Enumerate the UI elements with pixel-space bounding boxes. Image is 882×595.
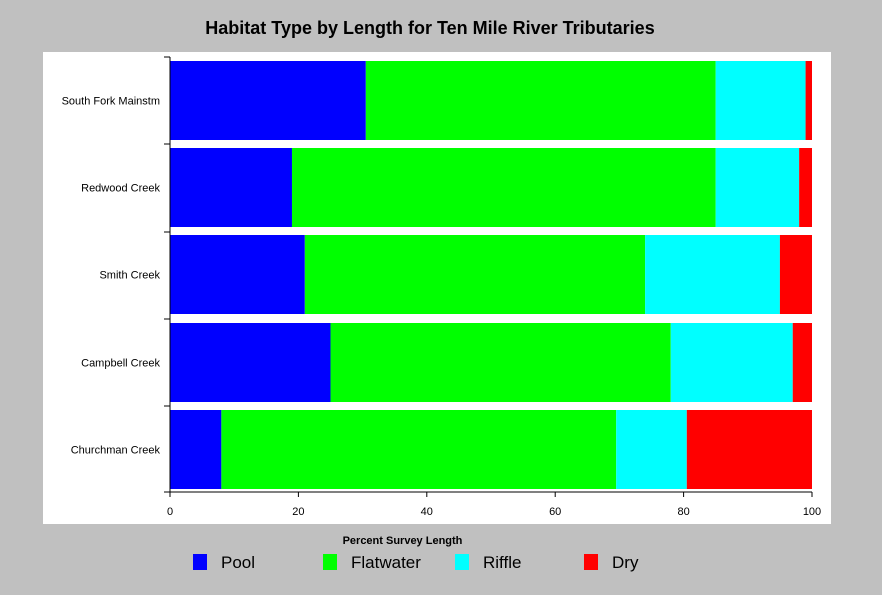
bar-churchman-creek-riffle — [616, 410, 687, 489]
bar-campbell-creek-riffle — [670, 323, 793, 402]
bar-south-fork-mainstm-pool — [170, 61, 366, 140]
bar-campbell-creek-flatwater — [330, 323, 671, 402]
bar-churchman-creek-dry — [686, 410, 812, 489]
legend-swatch — [323, 554, 337, 570]
category-label: Churchman Creek — [71, 445, 161, 457]
bar-smith-creek-flatwater — [304, 235, 646, 314]
bar-south-fork-mainstm-riffle — [715, 61, 806, 140]
bar-churchman-creek-pool — [170, 410, 222, 489]
bar-redwood-creek-dry — [799, 148, 812, 227]
x-axis-title: Percent Survey Length — [342, 535, 463, 547]
bar-south-fork-mainstm-dry — [805, 61, 812, 140]
x-tick-label: 20 — [292, 506, 304, 518]
x-tick-label: 80 — [677, 506, 689, 518]
category-label: Campbell Creek — [81, 358, 160, 370]
bar-south-fork-mainstm-flatwater — [365, 61, 716, 140]
legend-swatch — [455, 554, 469, 570]
bar-smith-creek-pool — [170, 235, 305, 314]
legend-label: Dry — [612, 553, 639, 572]
legend-label: Riffle — [483, 553, 522, 572]
x-tick-label: 100 — [803, 506, 821, 518]
x-tick-label: 40 — [421, 506, 433, 518]
category-label: Redwood Creek — [81, 183, 160, 195]
bar-redwood-creek-flatwater — [291, 148, 716, 227]
legend-label: Pool — [221, 553, 256, 572]
x-tick-label: 0 — [167, 506, 173, 518]
legend-swatch — [584, 554, 598, 570]
category-label: South Fork Mainstm — [62, 96, 160, 108]
bar-smith-creek-riffle — [645, 235, 780, 314]
category-label: Smith Creek — [99, 270, 160, 282]
bar-redwood-creek-riffle — [715, 148, 800, 227]
bar-campbell-creek-dry — [792, 323, 812, 402]
legend-swatch — [193, 554, 207, 570]
chart-title: Habitat Type by Length for Ten Mile Rive… — [205, 18, 655, 38]
bar-smith-creek-dry — [779, 235, 812, 314]
bar-campbell-creek-pool — [170, 323, 331, 402]
bar-churchman-creek-flatwater — [221, 410, 617, 489]
bar-redwood-creek-pool — [170, 148, 292, 227]
x-tick-label: 60 — [549, 506, 561, 518]
legend-label: Flatwater — [351, 553, 421, 572]
